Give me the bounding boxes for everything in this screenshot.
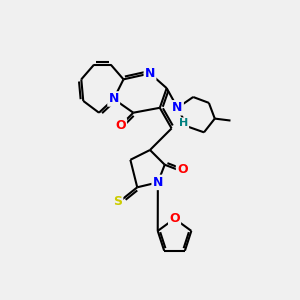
Text: O: O — [169, 212, 180, 225]
Text: S: S — [113, 194, 122, 208]
Text: O: O — [177, 163, 188, 176]
Text: N: N — [145, 67, 155, 80]
Text: N: N — [153, 176, 163, 189]
Text: H: H — [179, 118, 188, 128]
Text: O: O — [115, 119, 126, 132]
Text: N: N — [172, 101, 183, 114]
Text: N: N — [109, 92, 119, 106]
